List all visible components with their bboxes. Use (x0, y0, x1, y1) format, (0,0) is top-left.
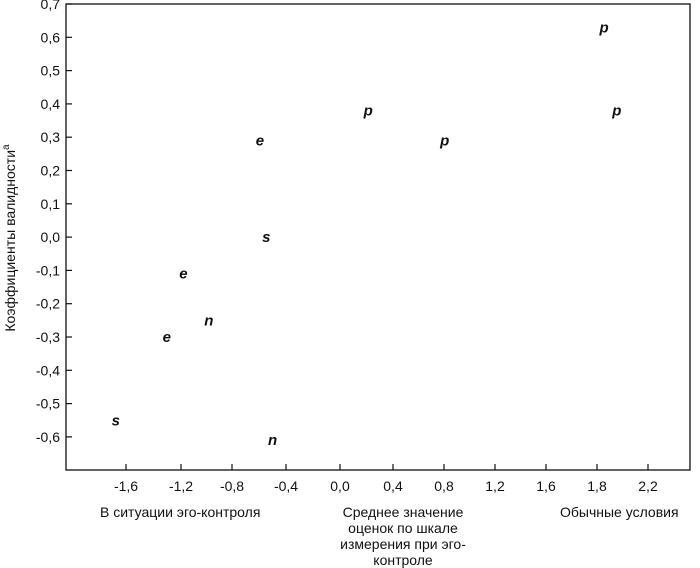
data-point-p: p (599, 19, 609, 36)
footer-middle-label: Среднее значение оценок по шкале измерен… (340, 504, 466, 568)
data-point-s: s (262, 229, 270, 246)
x-tick-label: 0,8 (434, 478, 454, 494)
y-tick-label: 0,4 (41, 96, 61, 112)
data-point-p: p (611, 103, 621, 120)
x-axis: -1,6 -1,2 -0,8 -0,4 0,0 0,4 0,8 1,2 1,6 1,8 2,2 (114, 464, 658, 494)
footer-right-label: Обычные условия (560, 504, 679, 520)
x-tick-label: 2,2 (638, 478, 658, 494)
data-point-e: e (163, 329, 171, 346)
plot-border (65, 3, 691, 471)
y-tick-label: -0,2 (36, 296, 60, 312)
y-tick-label: -0,6 (36, 429, 60, 445)
data-point-n: n (204, 312, 213, 329)
data-point-e: e (256, 133, 264, 150)
x-tick-label: 1,8 (587, 478, 607, 494)
x-tick-label: 0,4 (383, 478, 403, 494)
x-tick-label: 1,2 (485, 478, 505, 494)
data-point-e: e (179, 266, 187, 283)
y-axis: 0,7 0,6 0,5 0,4 0,3 0,2 0,1 0,0 -0,1 -0,2 -0,3 -0,4… (36, 0, 72, 445)
y-tick-label: 0,0 (41, 229, 61, 245)
y-tick-label: 0,7 (41, 0, 61, 12)
y-tick-label: -0,5 (36, 396, 60, 412)
x-tick-label: -1,2 (169, 478, 193, 494)
y-axis-title: Коэффициенты валидностиa (1, 144, 18, 332)
data-point-s: s (112, 412, 120, 429)
y-tick-label: -0,1 (36, 262, 60, 278)
x-tick-label: -0,8 (220, 478, 244, 494)
x-tick-label: -0,4 (274, 478, 298, 494)
x-tick-label: 1,6 (536, 478, 556, 494)
footer-left-label: В ситуации эго-контроля (100, 504, 261, 520)
data-points: p p p p e s e n e s n (112, 19, 622, 449)
data-point-p: p (439, 133, 449, 150)
y-tick-label: 0,2 (41, 163, 61, 179)
plot-frame (65, 3, 691, 471)
y-tick-label: 0,3 (41, 129, 61, 145)
x-tick-label: -1,6 (114, 478, 138, 494)
y-tick-label: 0,6 (41, 29, 61, 45)
y-tick-label: -0,4 (36, 362, 60, 378)
y-axis-title-text: Коэффициенты валидности (2, 150, 18, 332)
y-tick-label: 0,1 (41, 196, 61, 212)
data-point-n: n (268, 432, 277, 449)
data-point-p: p (363, 103, 373, 120)
y-tick-label: -0,3 (36, 329, 60, 345)
x-tick-label: 0,0 (330, 478, 350, 494)
y-axis-title-superscript: a (1, 144, 12, 150)
y-tick-label: 0,5 (41, 63, 61, 79)
